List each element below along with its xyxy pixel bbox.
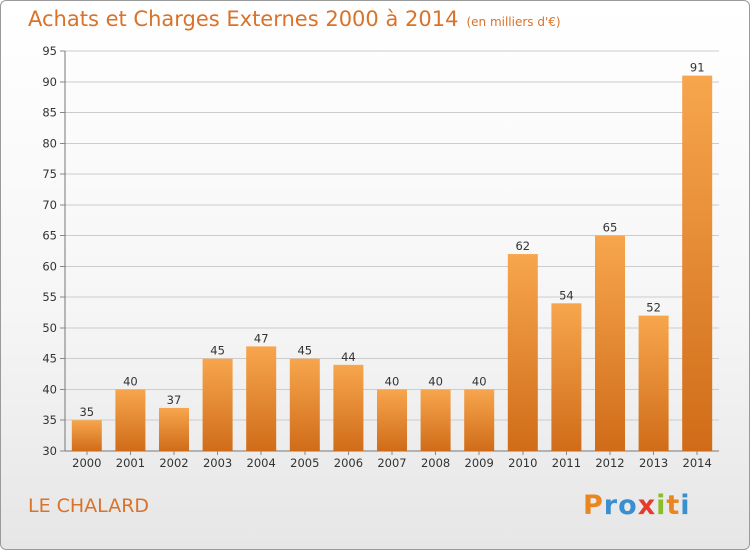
bar-2006: [333, 364, 364, 451]
y-tick-label: 90: [42, 75, 57, 89]
data-label-2014: 91: [690, 61, 705, 75]
x-tick-label: 2000: [72, 456, 101, 470]
y-tick-label: 75: [42, 167, 57, 181]
bar-2008: [420, 389, 451, 451]
data-label-2009: 40: [472, 374, 487, 388]
y-tick-label: 45: [42, 352, 57, 366]
data-labels: 35 40 37 45 47 45 44 40 40 40 62 54 65 52 91: [79, 61, 704, 420]
x-tick-label: 2010: [508, 456, 537, 470]
data-label-2012: 65: [603, 221, 618, 235]
data-label-2000: 35: [79, 405, 94, 419]
data-label-2005: 45: [297, 344, 312, 358]
y-tick-label: 50: [42, 321, 57, 335]
x-tick-label: 2011: [552, 456, 581, 470]
y-tick-label: 40: [42, 382, 57, 396]
bar-2004: [246, 346, 277, 451]
y-tick-label: 60: [42, 259, 57, 273]
logo-letter: i: [680, 490, 691, 521]
data-label-2007: 40: [385, 374, 400, 388]
bar-2007: [377, 389, 407, 451]
logo-letter: t: [666, 490, 681, 521]
x-tick-label: 2007: [377, 456, 406, 470]
x-tick-label: 2005: [290, 456, 319, 470]
x-tick-label: 2001: [116, 456, 145, 470]
x-tick-label: 2009: [465, 456, 494, 470]
y-tick-label: 95: [42, 44, 57, 58]
y-tick-label: 70: [42, 198, 57, 212]
y-tick-label: 30: [42, 444, 57, 458]
y-tick-labels: 30 35 40 45 50 55 60 65 70 75 80 85 90 95: [42, 44, 57, 458]
data-label-2001: 40: [123, 374, 138, 388]
x-tick-label: 2006: [334, 456, 363, 470]
y-tick-label: 35: [42, 413, 57, 427]
chart-title-text: Achats et Charges Externes 2000 à 2014: [28, 7, 459, 31]
bar-2003: [202, 358, 233, 451]
y-tick-label: 55: [42, 290, 57, 304]
bars: [71, 75, 713, 451]
bar-2002: [159, 407, 189, 451]
data-label-2004: 47: [254, 331, 269, 345]
x-tick-label: 2002: [159, 456, 188, 470]
x-tick-label: 2008: [421, 456, 450, 470]
place-name: LE CHALARD: [28, 495, 150, 517]
bar-2009: [464, 389, 495, 451]
data-label-2002: 37: [167, 393, 182, 407]
data-label-2008: 40: [428, 374, 443, 388]
x-tick-label: 2012: [595, 456, 624, 470]
logo-letter: o: [618, 490, 638, 521]
x-tick-labels: 2000 2001 2002 2003 2004 2005 2006 2007 2008 2009…: [72, 451, 712, 470]
logo-letter: i: [656, 490, 667, 521]
bar-2011: [551, 303, 582, 451]
chart-title: Achats et Charges Externes 2000 à 2014 (e…: [28, 7, 561, 31]
bar-2014: [682, 75, 713, 451]
data-label-2003: 45: [210, 344, 225, 358]
x-tick-label: 2003: [203, 456, 232, 470]
x-tick-label: 2014: [683, 456, 712, 470]
data-label-2011: 54: [559, 288, 574, 302]
data-label-2006: 44: [341, 350, 356, 364]
bar-2001: [115, 389, 146, 451]
bar-2012: [595, 235, 625, 451]
chart-subtitle: (en milliers d'€): [466, 15, 561, 29]
bar-2010: [507, 254, 538, 451]
y-tick-label: 65: [42, 229, 57, 243]
y-tick-label: 80: [42, 136, 57, 150]
proxiti-logo[interactable]: Proxiti: [583, 490, 691, 521]
logo-letter: x: [637, 490, 657, 521]
bar-2013: [638, 315, 669, 451]
logo-letter: r: [603, 490, 619, 521]
x-tick-label: 2013: [639, 456, 668, 470]
y-tick-label: 85: [42, 106, 57, 120]
bar-2000: [71, 420, 102, 451]
logo-letter: P: [583, 490, 604, 521]
bar-2005: [289, 358, 320, 451]
data-label-2013: 52: [646, 301, 661, 315]
data-label-2010: 62: [515, 239, 530, 253]
x-tick-label: 2004: [247, 456, 276, 470]
